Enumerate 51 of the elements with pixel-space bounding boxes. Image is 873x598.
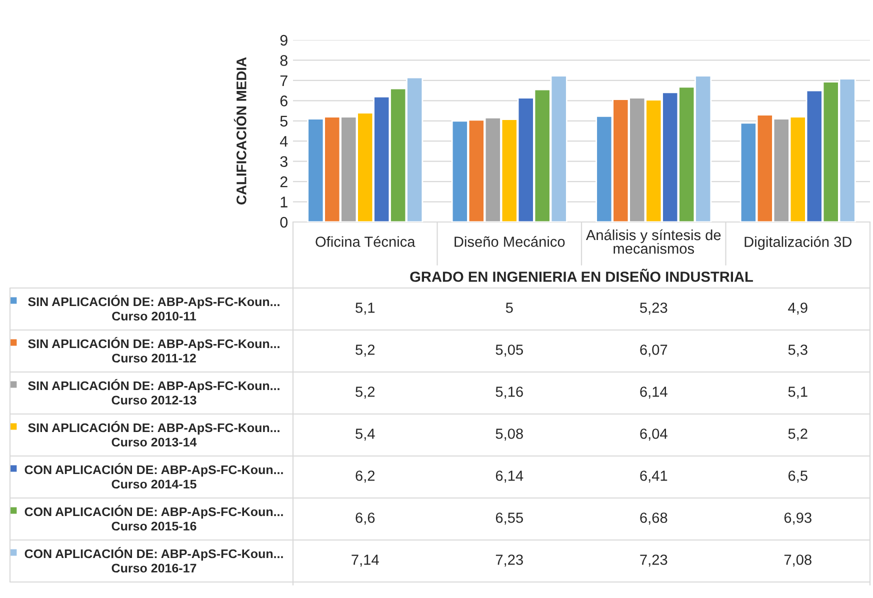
data-label: 5,1 xyxy=(356,302,375,315)
data-label: 6,6 xyxy=(356,512,375,525)
y-tick-label: 3 xyxy=(280,156,288,168)
y-tick-label: 0 xyxy=(280,216,288,228)
data-label: 5,2 xyxy=(356,386,375,399)
data-label: 6,93 xyxy=(784,512,812,525)
y-tick-label: 5 xyxy=(280,116,288,127)
y-tick-label: 9 xyxy=(280,34,288,46)
data-label: 5,3 xyxy=(788,344,808,357)
y-tick-label: 1 xyxy=(280,196,288,208)
data-label: 6,55 xyxy=(496,512,523,525)
data-label: 5,05 xyxy=(496,344,523,357)
y-tick-label: 7 xyxy=(280,75,288,86)
legend-label: CON APLICACIÓN DE: ABP-ApS-FC-Koun... Curso 2014-15 xyxy=(24,462,283,489)
y-tick-label: 2 xyxy=(280,176,288,188)
legend-label: CON APLICACIÓN DE: ABP-ApS-FC-Koun... Curso 2015-16 xyxy=(24,504,283,531)
data-label: 6,5 xyxy=(788,470,808,483)
legend-label: SIN APLICACIÓN DE: ABP-ApS-FC-Koun... Curso 2011-12 xyxy=(28,336,280,363)
data-label: 5,23 xyxy=(640,302,668,315)
data-label: 6,68 xyxy=(640,512,668,525)
data-label: 6,41 xyxy=(640,470,668,483)
data-label: 5 xyxy=(506,302,513,313)
data-label: 5,4 xyxy=(356,428,375,441)
data-label: 6,2 xyxy=(356,470,375,483)
data-label: 6,14 xyxy=(640,386,668,399)
data-label: 5,2 xyxy=(788,428,808,441)
legend-label: SIN APLICACIÓN DE: ABP-ApS-FC-Koun... Curso 2012-13 xyxy=(28,378,280,405)
x-tick-label: Digitalización 3D xyxy=(744,236,852,250)
data-label: 6,04 xyxy=(640,428,668,441)
x-tick-label: Oficina Técnica xyxy=(316,236,416,247)
data-label: 6,07 xyxy=(640,344,668,357)
data-label: 5,1 xyxy=(788,386,808,399)
legend-label: SIN APLICACIÓN DE: ABP-ApS-FC-Koun... Curso 2010-11 xyxy=(28,294,280,321)
data-label: 7,08 xyxy=(784,554,812,567)
data-label: 7,23 xyxy=(496,554,523,567)
data-label: 5,16 xyxy=(496,386,523,399)
legend-label: CON APLICACIÓN DE: ABP-ApS-FC-Koun... Curso 2016-17 xyxy=(24,546,283,573)
y-axis-title: CALIFICACIÓN MEDIA xyxy=(234,57,246,204)
legend-label: SIN APLICACIÓN DE: ABP-ApS-FC-Koun... Curso 2013-14 xyxy=(28,420,280,447)
data-label: 6,14 xyxy=(496,470,524,483)
data-label: 5,08 xyxy=(496,428,523,441)
data-label: 4,9 xyxy=(788,302,808,315)
x-tick-label: Análisis y síntesis de mecanismos xyxy=(586,229,721,254)
y-tick-label: 8 xyxy=(280,55,288,66)
y-tick-label: 4 xyxy=(280,136,288,147)
x-axis-title: GRADO EN INGENIERIA EN DISEÑO INDUSTRIAL xyxy=(410,268,753,282)
data-label: 5,2 xyxy=(356,344,375,357)
data-label: 7,14 xyxy=(352,554,379,567)
y-tick-label: 6 xyxy=(280,96,288,106)
data-label: 7,23 xyxy=(640,554,668,567)
x-tick-label: Diseño Mecánico xyxy=(454,236,565,247)
